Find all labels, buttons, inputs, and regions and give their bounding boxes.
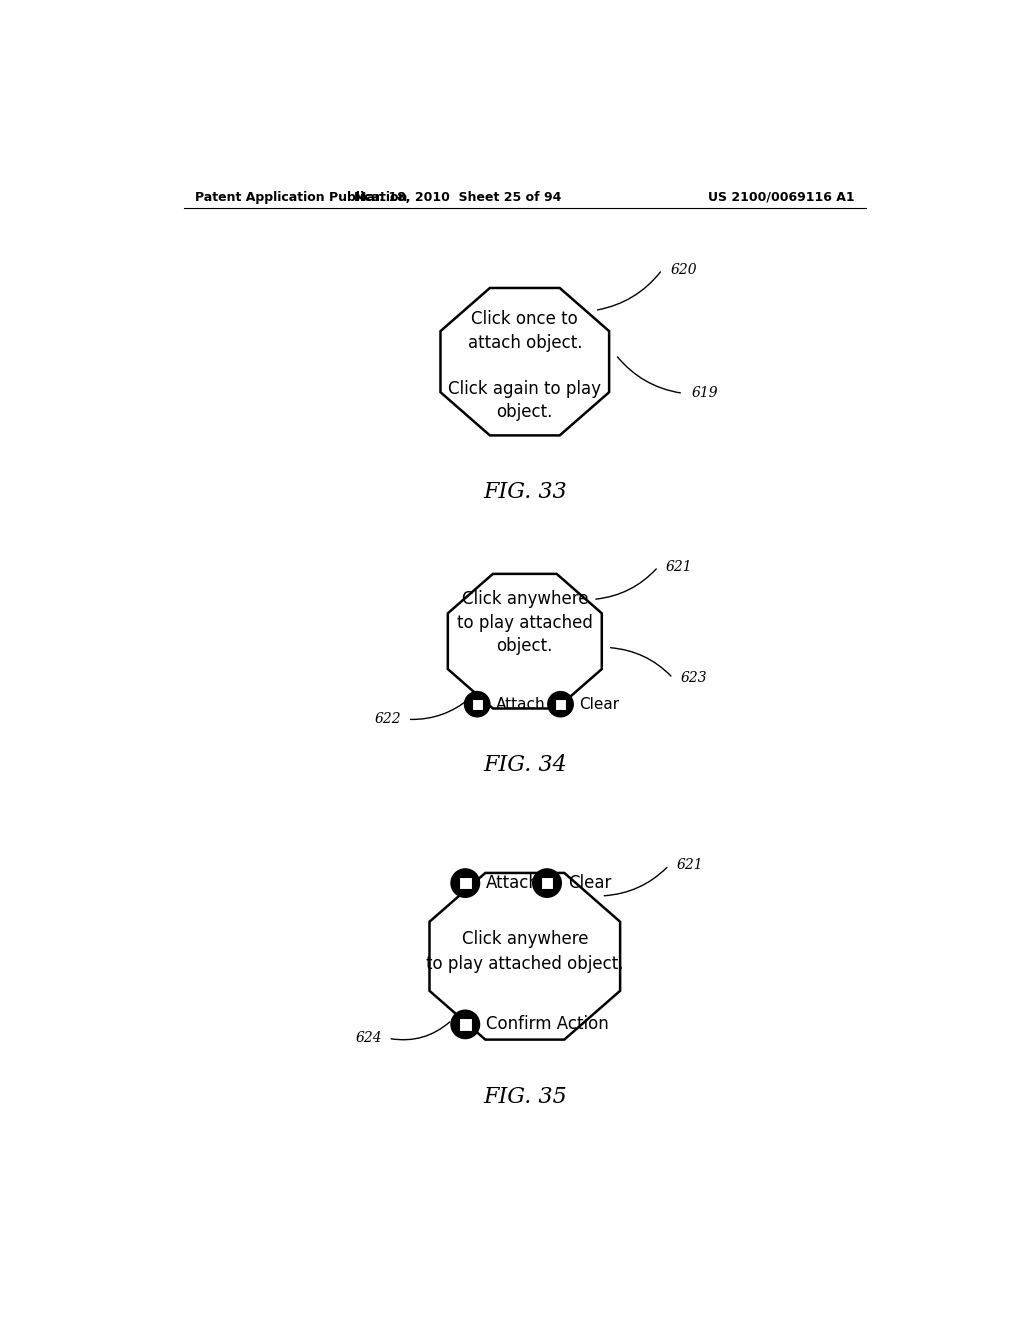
Ellipse shape [451,1010,479,1039]
FancyBboxPatch shape [459,876,472,890]
Text: Clear: Clear [580,697,620,711]
Text: 621: 621 [677,858,703,873]
Text: Click anywhere
to play attached
object.: Click anywhere to play attached object. [457,590,593,656]
Text: Click anywhere
to play attached object.: Click anywhere to play attached object. [426,929,624,973]
FancyBboxPatch shape [541,876,553,890]
Text: 619: 619 [691,387,718,400]
Text: Attach: Attach [497,697,546,711]
Text: Clear: Clear [567,874,611,892]
Text: Attach: Attach [486,874,540,892]
Text: 623: 623 [681,671,708,685]
Text: Click once to
attach object.: Click once to attach object. [468,310,582,352]
Text: 621: 621 [666,560,692,574]
Ellipse shape [465,692,489,717]
Ellipse shape [548,692,573,717]
Text: FIG. 34: FIG. 34 [483,754,566,776]
FancyBboxPatch shape [472,698,482,710]
FancyBboxPatch shape [555,698,566,710]
Text: US 2100/0069116 A1: US 2100/0069116 A1 [708,190,854,203]
Ellipse shape [532,869,561,898]
Ellipse shape [451,869,479,898]
Text: Confirm Action: Confirm Action [486,1015,608,1034]
Text: Patent Application Publication: Patent Application Publication [196,190,408,203]
Text: FIG. 33: FIG. 33 [483,482,566,503]
Text: FIG. 35: FIG. 35 [483,1086,566,1109]
Text: 624: 624 [355,1031,382,1045]
Text: Mar. 18, 2010  Sheet 25 of 94: Mar. 18, 2010 Sheet 25 of 94 [353,190,561,203]
Text: Click again to play
object.: Click again to play object. [449,380,601,421]
Text: 620: 620 [670,263,696,277]
Text: 622: 622 [375,713,401,726]
FancyBboxPatch shape [459,1018,472,1031]
